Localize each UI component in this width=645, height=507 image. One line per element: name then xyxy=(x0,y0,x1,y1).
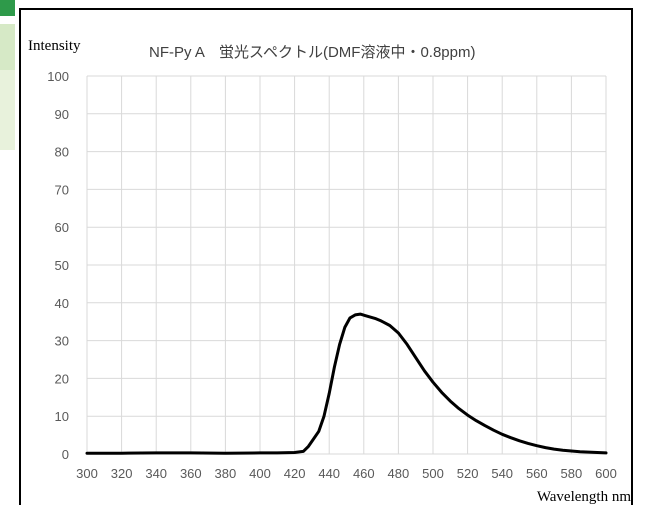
x-tick-label: 500 xyxy=(422,466,444,481)
chart: Intensity NF-Py A 蛍光スペクトル(DMF溶液中・0.8ppm)… xyxy=(28,38,631,505)
x-tick-label: 580 xyxy=(561,466,583,481)
x-tick-label: 480 xyxy=(388,466,410,481)
x-tick-label: 540 xyxy=(491,466,513,481)
y-tick-label: 80 xyxy=(55,145,69,160)
x-tick-label: 380 xyxy=(215,466,237,481)
sidebar-tab[interactable] xyxy=(0,70,15,150)
x-tick-label: 360 xyxy=(180,466,202,481)
y-tick-label: 10 xyxy=(55,409,69,424)
x-tick-label: 400 xyxy=(249,466,271,481)
y-axis-label: Intensity xyxy=(28,38,81,54)
x-tick-label: 420 xyxy=(284,466,306,481)
x-tick-label: 560 xyxy=(526,466,548,481)
y-tick-label: 90 xyxy=(55,107,69,122)
sidebar-tab[interactable] xyxy=(0,24,15,70)
sidebar-tab-active[interactable] xyxy=(0,0,15,16)
x-axis-label: Wavelength nm xyxy=(537,489,631,505)
x-tick-label: 340 xyxy=(145,466,167,481)
x-tick-label: 320 xyxy=(111,466,133,481)
x-tick-label: 440 xyxy=(318,466,340,481)
y-tick-label: 20 xyxy=(55,371,69,386)
y-tick-label: 100 xyxy=(47,69,69,84)
y-tick-label: 0 xyxy=(62,447,69,462)
x-tick-label: 600 xyxy=(595,466,617,481)
y-tick-label: 70 xyxy=(55,182,69,197)
y-tick-label: 50 xyxy=(55,258,69,273)
chart-frame: Intensity NF-Py A 蛍光スペクトル(DMF溶液中・0.8ppm)… xyxy=(19,8,633,505)
y-tick-label: 40 xyxy=(55,296,69,311)
left-sidebar-strip xyxy=(0,0,18,505)
x-tick-label: 520 xyxy=(457,466,479,481)
chart-title: NF-Py A 蛍光スペクトル(DMF溶液中・0.8ppm) xyxy=(149,44,475,61)
x-tick-label: 460 xyxy=(353,466,375,481)
x-tick-label: 300 xyxy=(76,466,98,481)
y-tick-label: 30 xyxy=(55,334,69,349)
series-line xyxy=(85,312,608,455)
y-tick-label: 60 xyxy=(55,220,69,235)
